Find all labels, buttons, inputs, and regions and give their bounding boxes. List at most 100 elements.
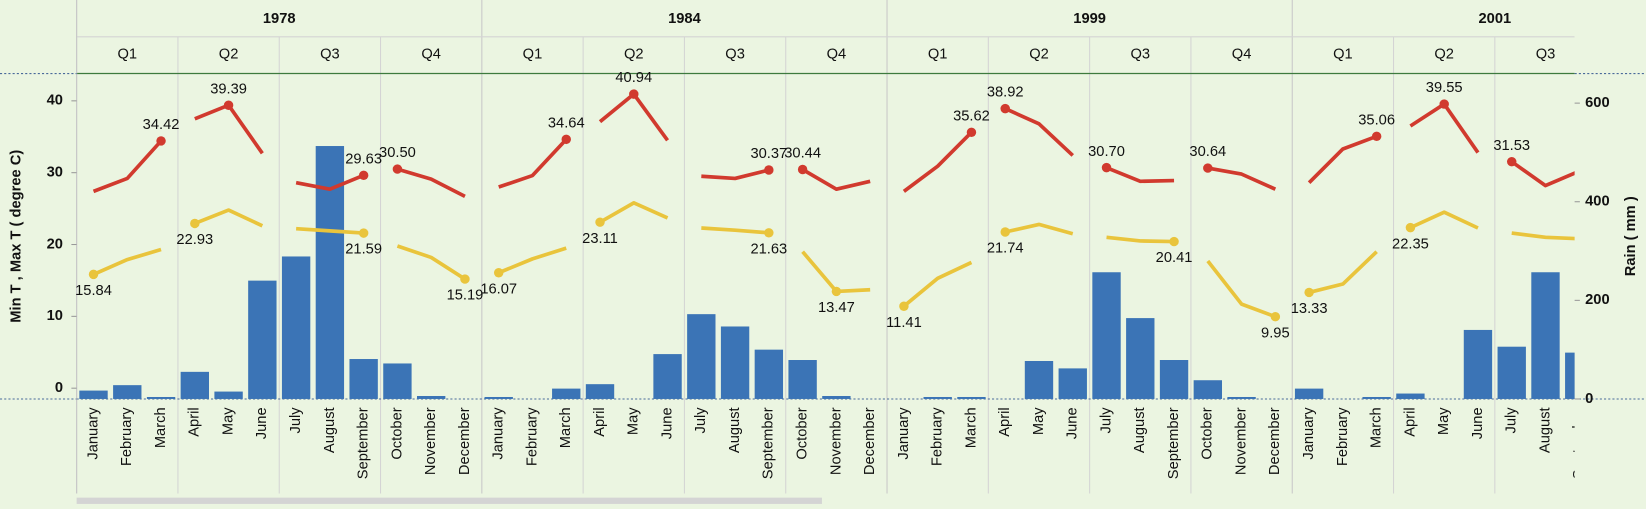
bar	[1126, 318, 1155, 399]
line	[701, 226, 769, 235]
bar	[788, 360, 817, 399]
line	[92, 247, 162, 277]
point	[1000, 227, 1010, 237]
month-label: March	[558, 407, 574, 448]
value-label: 13.33	[1291, 301, 1328, 317]
month-label: February	[1335, 407, 1351, 466]
point	[1270, 311, 1281, 322]
quarter-header: Q2	[624, 47, 644, 63]
month-label: April	[592, 407, 608, 436]
month-label: October	[794, 407, 810, 459]
year-header: 1978	[263, 11, 296, 27]
bar	[484, 396, 513, 399]
value-label: 30.37	[750, 146, 787, 162]
point	[764, 165, 774, 175]
line	[1105, 165, 1175, 184]
quarter-header: Q4	[827, 47, 847, 63]
point	[1000, 103, 1010, 114]
month-label: December	[1267, 407, 1283, 475]
point	[629, 89, 639, 99]
line	[1106, 235, 1175, 244]
month-label: April	[997, 407, 1013, 436]
bar	[1058, 368, 1087, 399]
value-label: 21.74	[987, 241, 1024, 257]
point	[190, 218, 200, 229]
bar	[957, 396, 986, 399]
value-label: 39.55	[1426, 80, 1463, 96]
value-label: 23.11	[582, 231, 618, 247]
line	[1409, 210, 1479, 230]
quarter-header: Q3	[320, 47, 340, 63]
point	[561, 134, 571, 145]
month-label: April	[1402, 407, 1418, 436]
line	[1004, 222, 1074, 236]
quarter-header: Q2	[1434, 47, 1454, 63]
value-label: 30.44	[784, 146, 821, 162]
bar	[383, 363, 412, 399]
point	[460, 274, 470, 284]
month-label: September	[356, 407, 372, 479]
month-label: July	[288, 407, 304, 434]
month-label: February	[524, 407, 540, 466]
bar	[1092, 272, 1121, 399]
point	[595, 217, 605, 227]
y2-tick-label: 400	[1585, 194, 1610, 210]
year-header: 1984	[668, 11, 702, 27]
month-label: January	[491, 407, 507, 460]
bar	[349, 359, 378, 399]
month-label: November	[1233, 407, 1249, 475]
quarter-header: Q4	[1232, 47, 1252, 63]
value-label: 16.07	[480, 281, 517, 297]
month-label: October	[1200, 407, 1216, 459]
bar	[146, 396, 176, 399]
y2-axis-title: Rain ( mm )	[1623, 196, 1639, 276]
month-label: March	[153, 407, 169, 448]
line	[92, 139, 163, 194]
quarter-header: Q1	[928, 47, 948, 63]
point	[797, 164, 808, 175]
line	[498, 138, 568, 189]
scrollbar[interactable]	[76, 497, 822, 504]
month-label: August	[322, 407, 338, 453]
point	[1304, 287, 1314, 298]
month-label: June	[1065, 407, 1081, 439]
y-tick-label: 0	[55, 380, 63, 396]
y-tick-label: 30	[47, 165, 63, 181]
bar	[1159, 360, 1189, 399]
line	[396, 167, 466, 199]
point	[493, 268, 504, 278]
bar	[653, 354, 682, 399]
value-label: 39.39	[210, 81, 247, 97]
bar	[214, 391, 243, 399]
bar	[113, 385, 142, 399]
quarter-header: Q1	[117, 47, 137, 63]
bar	[1193, 380, 1223, 399]
point	[764, 228, 774, 238]
point	[1203, 163, 1213, 173]
value-label: 9.95	[1261, 325, 1290, 341]
point	[966, 127, 977, 138]
bar	[552, 388, 581, 399]
bar	[923, 396, 952, 399]
bar	[281, 256, 311, 399]
point	[223, 100, 234, 110]
value-label: 35.62	[953, 108, 990, 124]
value-label: 30.70	[1088, 144, 1125, 160]
month-label: July	[1504, 407, 1520, 434]
value-label: 30.64	[1189, 144, 1226, 160]
month-label: November	[423, 407, 439, 475]
month-label: September	[1166, 407, 1182, 479]
value-label: 21.59	[345, 242, 382, 258]
point	[1371, 131, 1382, 142]
y-tick-label: 10	[47, 308, 63, 324]
month-label: January	[85, 407, 101, 460]
value-label: 13.47	[818, 300, 855, 316]
point	[1169, 236, 1179, 247]
line	[801, 167, 871, 192]
point	[156, 136, 166, 146]
value-label: 35.06	[1358, 112, 1395, 128]
month-label: June	[659, 407, 675, 439]
month-label: November	[828, 407, 844, 475]
month-label: May	[220, 407, 236, 435]
